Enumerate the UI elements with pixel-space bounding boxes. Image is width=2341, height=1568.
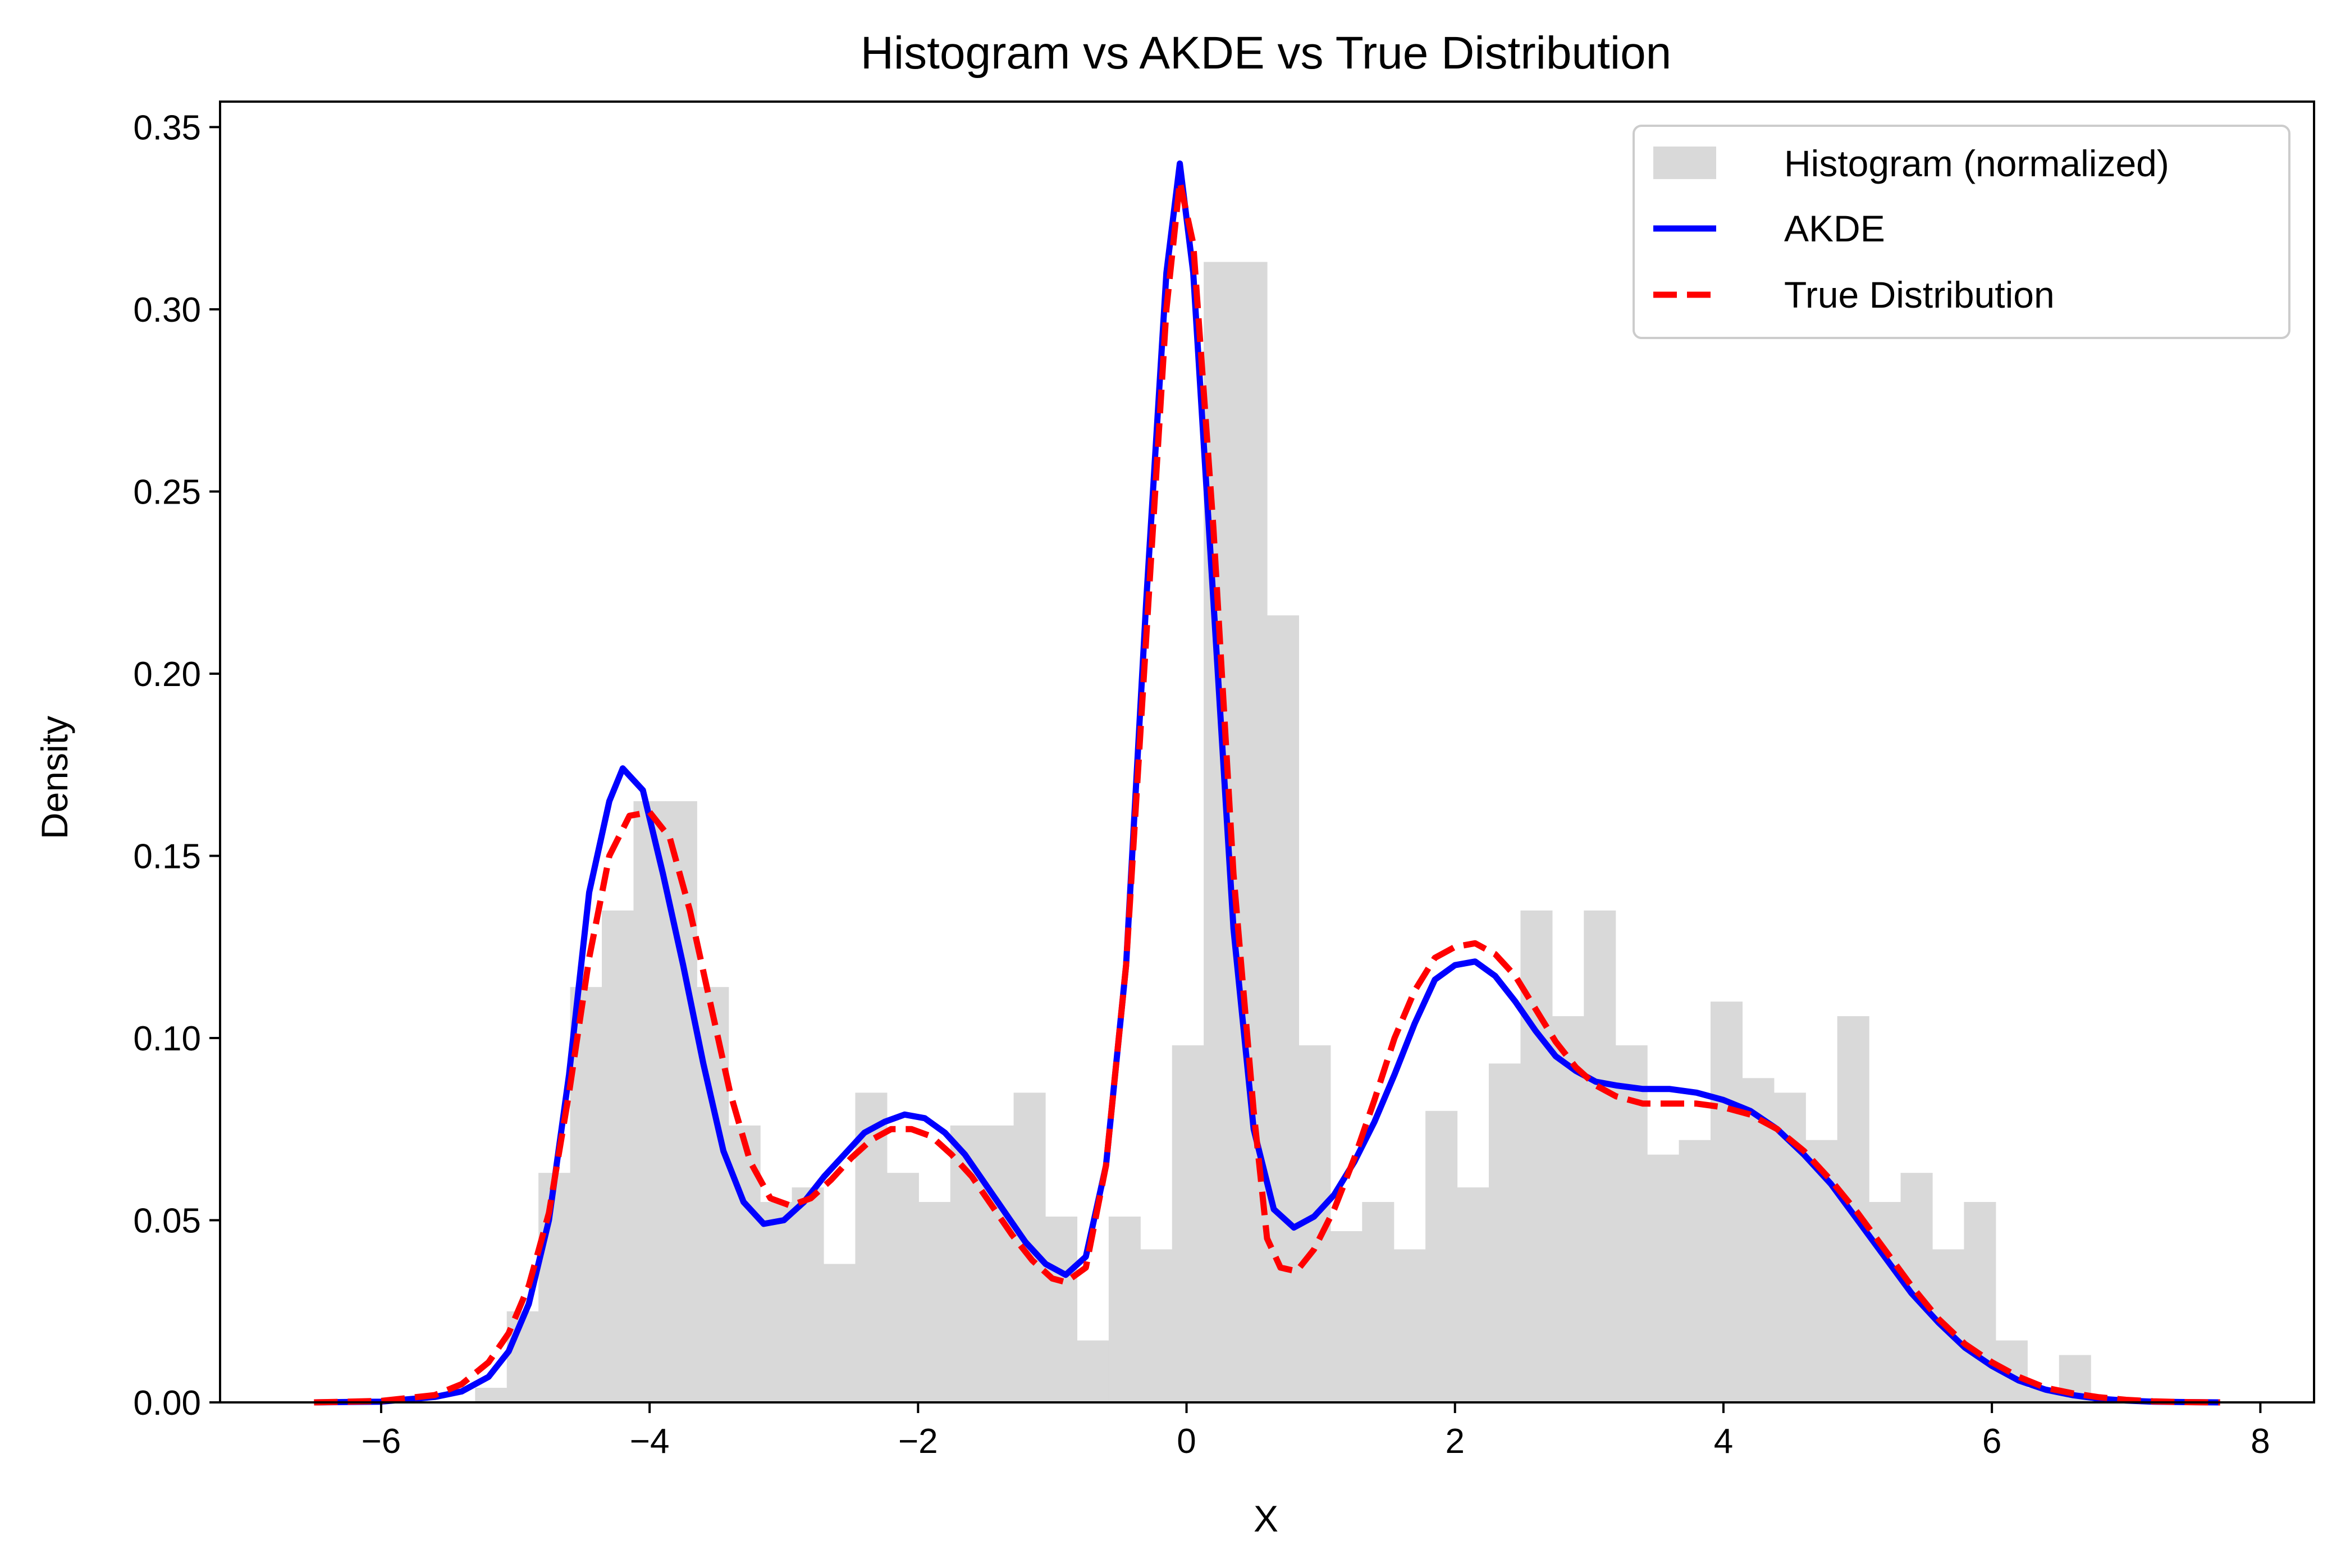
plot-area-frame <box>219 100 2315 1404</box>
histogram-bar <box>792 1187 824 1402</box>
histogram-bar <box>1077 1340 1109 1402</box>
histogram-bar <box>1552 1016 1584 1402</box>
y-tick-label: 0.10 <box>133 1020 201 1058</box>
histogram-bar <box>1520 910 1553 1402</box>
x-tick-label: 8 <box>2251 1422 2270 1461</box>
histogram-bar <box>538 1173 571 1402</box>
density-lines <box>314 160 2220 1406</box>
legend: Histogram (normalized) AKDE True Distrib… <box>1633 125 2290 339</box>
histogram-bar <box>1584 910 1616 1402</box>
histogram-bar <box>1393 1249 1426 1402</box>
histogram-bar <box>475 1388 507 1402</box>
histogram-bar <box>760 1202 793 1402</box>
histogram-bar <box>918 1202 951 1402</box>
histogram-bar <box>982 1125 1014 1402</box>
x-tick-label: −4 <box>630 1422 670 1461</box>
histogram-bar <box>1425 1110 1458 1402</box>
x-tick-label: 2 <box>1446 1422 1465 1461</box>
x-axis-ticks: −6 −4 −2 0 2 4 6 8 <box>362 1402 2270 1461</box>
y-tick-label: 0.20 <box>133 655 201 694</box>
histogram-bar <box>1330 1231 1362 1402</box>
histogram-bar <box>1457 1187 1489 1402</box>
histogram-bar <box>1045 1217 1078 1402</box>
y-tick-label: 0.00 <box>133 1384 201 1423</box>
histogram-bar <box>1235 262 1268 1402</box>
legend-true-distribution-label: True Distribution <box>1784 274 2055 316</box>
legend-box <box>1633 125 2290 339</box>
y-tick-label: 0.30 <box>133 291 201 330</box>
histogram-bar <box>855 1092 888 1402</box>
y-axis-ticks: 0.00 0.05 0.10 0.15 0.20 0.25 0.30 0.35 <box>133 108 220 1423</box>
histogram-bar <box>1267 615 1300 1402</box>
histogram-bar <box>1108 1217 1141 1402</box>
chart-title: Histogram vs AKDE vs True Distribution <box>861 28 1672 79</box>
histogram-bar <box>633 801 666 1402</box>
x-tick-label: 0 <box>1177 1422 1196 1461</box>
legend-histogram-swatch <box>1653 147 1716 179</box>
histogram-bar <box>1869 1202 1901 1402</box>
x-tick-label: −6 <box>362 1422 401 1461</box>
histogram-bar <box>602 910 634 1402</box>
histogram-bar <box>1172 1045 1204 1402</box>
histogram-bar <box>1805 1140 1838 1402</box>
x-tick-label: 6 <box>1982 1422 2001 1461</box>
histogram-bar <box>1362 1202 1394 1402</box>
y-tick-label: 0.05 <box>133 1201 201 1240</box>
y-tick-label: 0.35 <box>133 108 201 147</box>
y-tick-label: 0.15 <box>133 837 201 876</box>
true-distribution-line <box>314 179 2220 1406</box>
x-tick-label: −2 <box>898 1422 938 1461</box>
histogram-bar <box>1679 1140 1711 1402</box>
histogram-bar <box>1710 1002 1743 1402</box>
histogram-bar <box>506 1311 539 1402</box>
legend-histogram-label: Histogram (normalized) <box>1784 143 2169 184</box>
x-tick-label: 4 <box>1714 1422 1733 1461</box>
y-axis-label: Density <box>34 716 75 839</box>
histogram-bar <box>824 1264 856 1402</box>
histogram-bar <box>1964 1202 1996 1402</box>
x-axis-label: X <box>1254 1498 1278 1539</box>
histogram-bar <box>1140 1249 1173 1402</box>
y-tick-label: 0.25 <box>133 473 201 511</box>
histogram-bar <box>1647 1154 1680 1402</box>
legend-akde-label: AKDE <box>1784 208 1885 249</box>
histogram-bar <box>886 1173 919 1402</box>
histogram-bar <box>1742 1078 1775 1402</box>
histogram-bar <box>1489 1063 1521 1402</box>
